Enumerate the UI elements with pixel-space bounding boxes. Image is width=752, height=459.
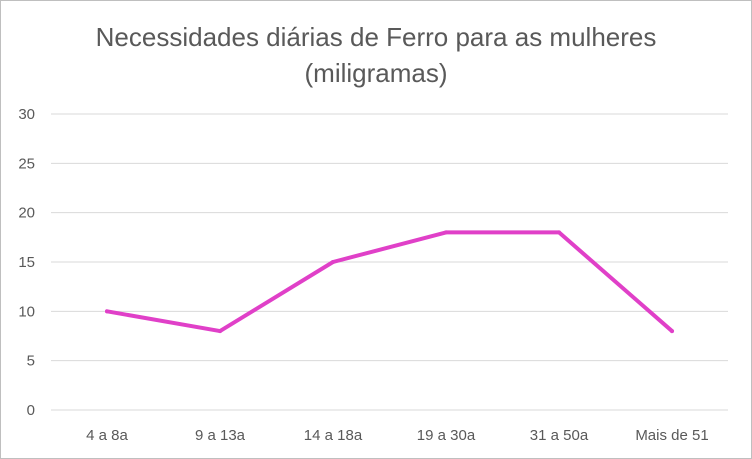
data-point-0-1 xyxy=(218,329,222,334)
chart-title-line-2: (miligramas) xyxy=(304,58,448,88)
x-tick-label-4: 31 a 50a xyxy=(530,427,589,444)
y-tick-label-0: 0 xyxy=(27,402,35,419)
x-tick-label-0: 4 a 8a xyxy=(86,427,128,444)
y-tick-label-20: 20 xyxy=(18,205,35,222)
x-tick-label-3: 19 a 30a xyxy=(417,427,476,444)
data-point-0-2 xyxy=(331,260,335,264)
data-point-0-5 xyxy=(670,329,674,334)
series-line-0 xyxy=(105,230,674,334)
y-tick-label-5: 5 xyxy=(27,353,35,370)
x-tick-label-2: 14 a 18a xyxy=(304,427,363,444)
x-tick-label-1: 9 a 13a xyxy=(195,427,246,444)
data-point-0-3 xyxy=(444,230,448,235)
y-tick-label-15: 15 xyxy=(18,254,35,271)
chart-title: Necessidades diárias de Ferro para as mu… xyxy=(1,19,751,91)
chart-title-line-1: Necessidades diárias de Ferro para as mu… xyxy=(95,22,657,52)
x-tick-label-5: Mais de 51 xyxy=(635,427,708,444)
data-point-0-0 xyxy=(105,309,109,314)
data-point-0-4 xyxy=(557,230,561,235)
y-tick-label-10: 10 xyxy=(18,303,35,320)
y-tick-label-25: 25 xyxy=(18,155,35,172)
y-tick-label-30: 30 xyxy=(18,106,35,123)
